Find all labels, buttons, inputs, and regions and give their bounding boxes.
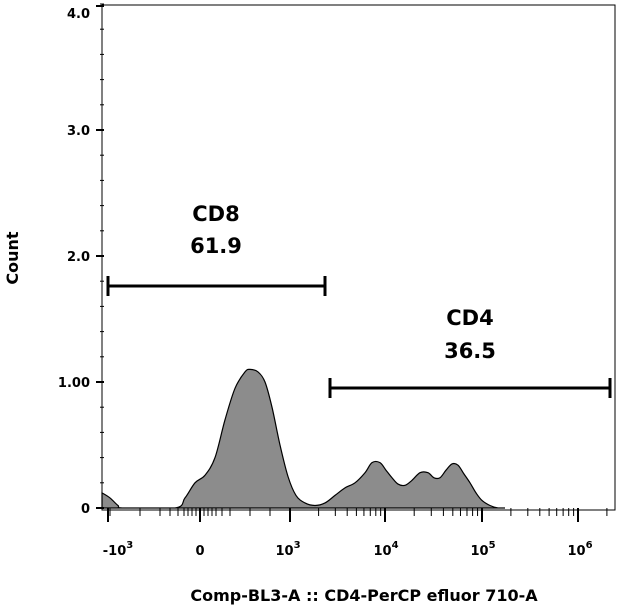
y-axis-minor-ticks [100,3,104,509]
y-tick-3: 3.0 [67,124,90,139]
gate-cd4-value: 36.5 [444,339,496,363]
x-tick-0: 0 [195,544,204,559]
y-tick-0: 0 [81,502,90,517]
gate-cd8-value: 61.9 [190,234,242,258]
x-tick-1e6: 106 [567,540,592,559]
x-axis [107,508,579,522]
gate-cd4-name: CD4 [446,306,493,330]
y-tick-2: 2.0 [67,250,90,265]
x-tick-1e5: 105 [470,540,495,559]
y-axis-title: Count [3,231,22,285]
gate-cd4[interactable] [328,378,612,398]
x-axis-minor-ticks [109,508,608,516]
y-tick-4: 4.0 [67,7,90,22]
x-tick-1e3: 103 [275,540,300,559]
gate-cd8-name: CD8 [192,202,239,226]
gate-cd8[interactable] [106,276,327,296]
histogram-area [101,368,505,509]
x-tick-1e4: 104 [373,540,398,559]
x-tick-neg1e3: -103 [103,540,134,559]
x-axis-title: Comp-BL3-A :: CD4-PerCP efluor 710-A [190,586,538,605]
y-tick-1: 1.00 [58,376,90,391]
plot-frame [101,4,616,511]
